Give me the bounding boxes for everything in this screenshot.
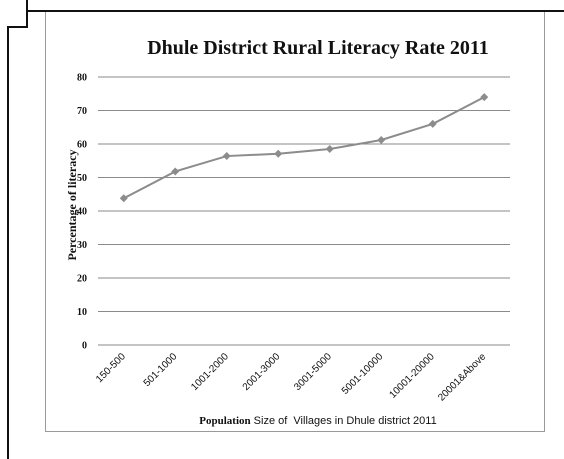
y-tick-label: 80 (77, 73, 87, 84)
frame-top-line (28, 10, 564, 12)
x-tick-label: 3001-5000 (292, 351, 334, 393)
data-point (428, 119, 437, 128)
y-tick-label: 60 (77, 140, 87, 151)
x-axis-label-bold: Population (199, 415, 250, 427)
y-tick-label: 20 (77, 274, 87, 285)
y-tick-label: 50 (77, 173, 87, 184)
x-axis-label-rest: Size of Villages in Dhule district 2011 (251, 415, 437, 427)
chart-border-bottom (45, 431, 545, 432)
data-point (377, 135, 386, 144)
frame-left-line (7, 28, 9, 459)
x-tick-label: 10001-20000 (387, 351, 437, 401)
x-tick-label: 1001-2000 (189, 351, 231, 393)
y-axis-label: Percentage of literacy (65, 149, 79, 260)
gridlines (98, 76, 510, 346)
x-axis-ticks: 150-500 501-1000 1001-2000 2001-3000 3001-50… (94, 351, 489, 404)
x-tick-label: 501-1000 (142, 351, 180, 389)
x-tick-label: 2001-3000 (241, 351, 283, 393)
chart-border-right (544, 12, 545, 432)
frame-corner-horizontal (7, 26, 28, 28)
x-tick-label: 20001&Above (436, 351, 489, 404)
data-point (274, 149, 283, 158)
y-tick-label: 0 (82, 341, 87, 352)
y-tick-label: 40 (77, 207, 87, 218)
chart-border-left (45, 12, 46, 432)
data-point (119, 194, 128, 203)
data-point (171, 167, 180, 176)
x-tick-label: 150-500 (94, 351, 128, 385)
data-point (325, 145, 334, 154)
chart-title: Dhule District Rural Literacy Rate 2011 (147, 37, 489, 59)
y-tick-label: 10 (77, 307, 87, 318)
x-axis-label: Population Size of Villages in Dhule dis… (199, 415, 436, 427)
series-line (123, 96, 485, 200)
y-tick-label: 30 (77, 240, 87, 251)
x-tick-label: 5001-10000 (340, 351, 386, 397)
series-literacy (119, 93, 489, 203)
data-point (480, 93, 489, 102)
y-tick-label: 70 (77, 106, 87, 117)
y-axis-ticks: 0 10 20 30 40 50 60 70 80 (77, 73, 87, 352)
frame-corner-vertical (26, 0, 28, 28)
data-point (222, 152, 231, 161)
